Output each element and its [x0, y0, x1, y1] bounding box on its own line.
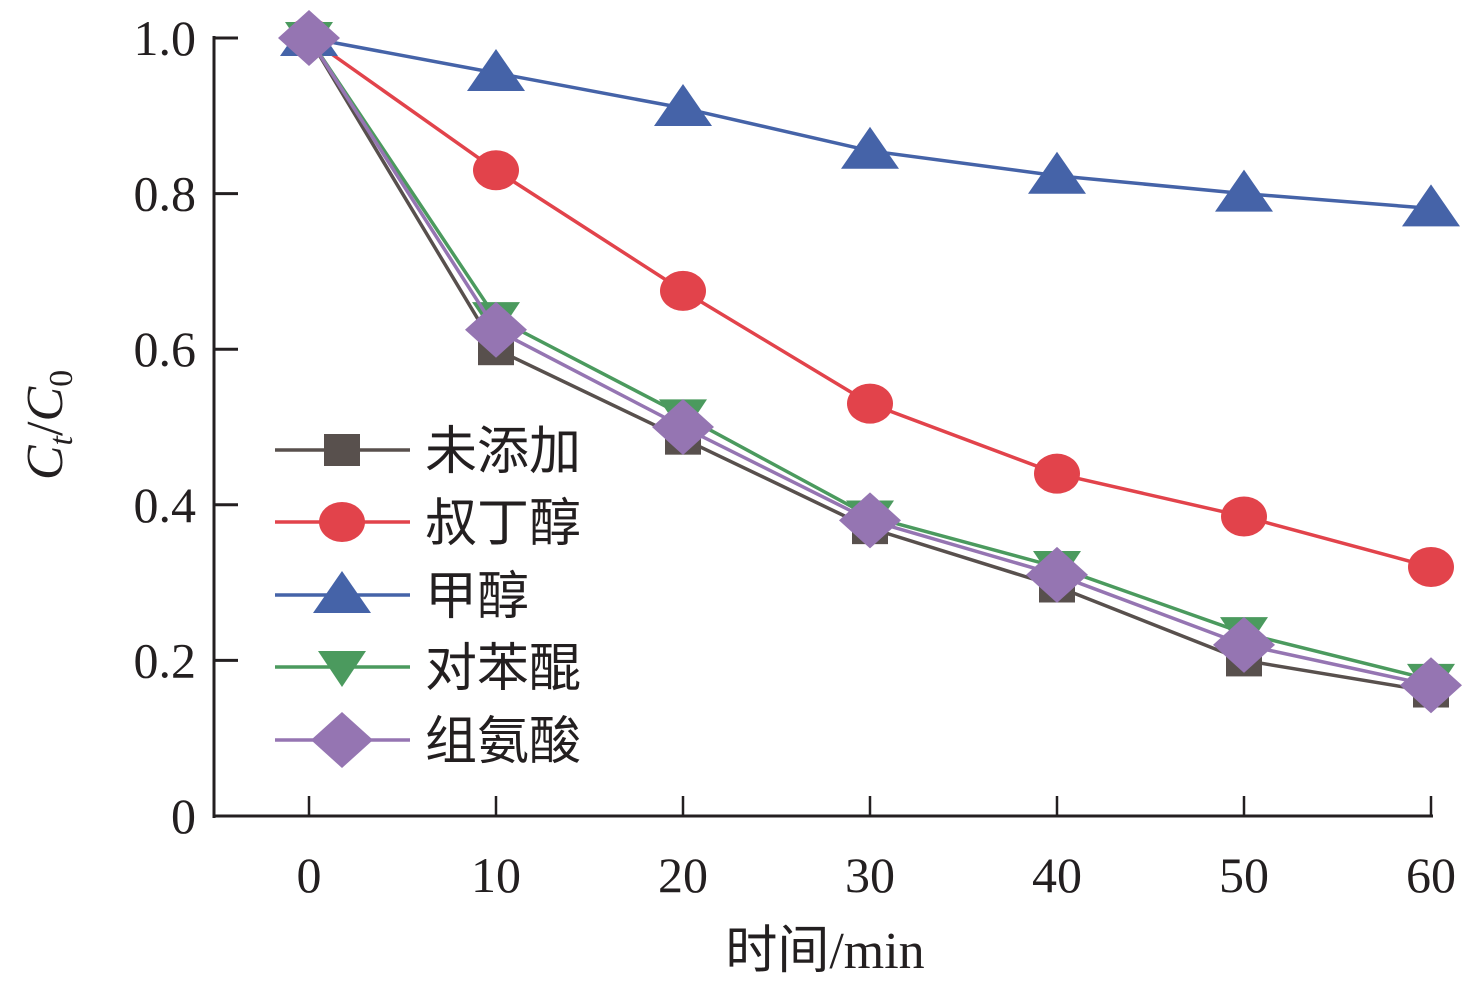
data-point — [1408, 547, 1454, 588]
x-tick-label: 50 — [1219, 847, 1269, 903]
legend-item: 对苯醌 — [275, 639, 581, 699]
axes: 0 0.2 0.4 0.6 0.8 1.0 0 10 20 30 40 50 60 — [134, 10, 1457, 903]
legend-marker — [319, 502, 365, 542]
y-tick-label: 0.6 — [134, 321, 197, 377]
series-4 — [278, 10, 1462, 714]
data-point — [660, 270, 706, 311]
x-tick-label: 30 — [845, 847, 895, 903]
x-tick-label: 0 — [297, 847, 322, 903]
y-tick-label: 0 — [171, 788, 196, 844]
y-label-sub-t: t — [43, 434, 80, 445]
data-point — [1215, 169, 1273, 212]
legend-item: 未添加 — [275, 422, 581, 482]
legend-label: 未添加 — [425, 422, 581, 482]
y-label-slash: / — [17, 421, 74, 436]
legend-marker — [318, 651, 366, 687]
y-label-sub-0: 0 — [43, 370, 80, 387]
data-point — [1026, 546, 1088, 603]
y-tick-label: 0.4 — [134, 477, 197, 533]
x-tick-label: 40 — [1032, 847, 1082, 903]
legend-label: 对苯醌 — [425, 639, 581, 699]
y-label-c: C — [17, 444, 74, 480]
y-tick-label: 1.0 — [134, 10, 197, 66]
legend-marker — [311, 712, 373, 768]
legend-item: 组氨酸 — [275, 712, 581, 772]
data-point — [473, 150, 519, 191]
data-point — [839, 492, 901, 549]
legend-marker — [313, 571, 371, 613]
data-point — [1028, 151, 1086, 194]
data-point — [1402, 184, 1460, 227]
y-label-c0: C — [17, 386, 74, 422]
data-point — [1221, 496, 1267, 537]
x-tick-label: 60 — [1406, 847, 1456, 903]
y-axis-label: Ct/C0 — [17, 370, 80, 480]
x-axis-label: 时间/min — [725, 923, 924, 980]
legend-item: 甲醇 — [275, 567, 529, 627]
legend-label: 组氨酸 — [425, 712, 581, 772]
legend-item: 叔丁醇 — [275, 494, 581, 554]
data-point — [1400, 657, 1462, 714]
data-point — [654, 84, 712, 127]
series-line — [308, 36, 1432, 211]
data-point — [652, 399, 714, 455]
x-tick-label: 10 — [471, 847, 521, 903]
legend-marker — [324, 434, 360, 466]
x-tick-label: 20 — [658, 847, 708, 903]
legend-label: 叔丁醇 — [425, 494, 581, 554]
data-point — [465, 301, 527, 358]
data-point — [847, 383, 893, 424]
series-2 — [280, 14, 1460, 227]
data-point — [467, 49, 525, 92]
data-point — [278, 10, 340, 66]
y-tick-label: 0.2 — [134, 632, 197, 688]
series-layer — [278, 10, 1462, 714]
y-tick-label: 0.8 — [134, 166, 197, 222]
data-point — [1213, 616, 1275, 673]
data-point — [1034, 453, 1080, 494]
series-1 — [286, 18, 1454, 588]
data-point — [841, 126, 899, 169]
legend-label: 甲醇 — [425, 567, 529, 627]
